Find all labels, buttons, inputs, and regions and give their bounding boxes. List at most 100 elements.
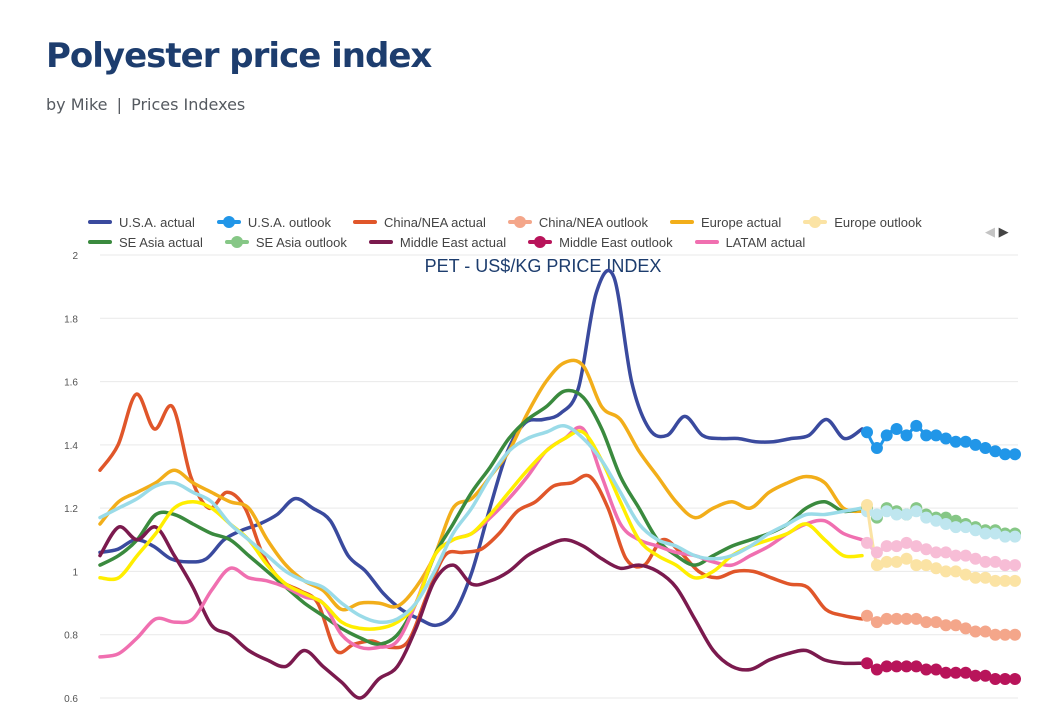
data-point bbox=[939, 619, 952, 632]
data-point bbox=[910, 612, 923, 625]
data-point bbox=[979, 555, 992, 568]
data-point bbox=[910, 540, 923, 553]
legend-item[interactable]: SE Asia actual bbox=[88, 235, 203, 250]
author-name[interactable]: by Mike bbox=[46, 95, 108, 114]
data-point bbox=[1009, 673, 1021, 685]
data-point bbox=[880, 540, 893, 553]
data-point bbox=[861, 499, 873, 511]
data-point bbox=[1009, 628, 1021, 641]
data-point bbox=[910, 559, 923, 572]
legend-item[interactable]: China/NEA outlook bbox=[507, 214, 649, 230]
data-point bbox=[870, 508, 883, 521]
data-point bbox=[959, 666, 972, 679]
data-point bbox=[989, 555, 1002, 568]
data-point bbox=[1009, 530, 1021, 543]
data-point bbox=[949, 666, 962, 679]
legend-label: China/NEA outlook bbox=[538, 214, 649, 230]
data-point bbox=[979, 442, 992, 454]
data-point bbox=[979, 669, 992, 682]
legend-item[interactable]: China/NEA actual bbox=[352, 214, 486, 230]
y-tick-label: 2 bbox=[72, 251, 78, 262]
legend-item[interactable]: U.S.A. actual bbox=[88, 215, 195, 230]
legend-item[interactable]: LATAM actual bbox=[694, 235, 805, 250]
data-point bbox=[880, 612, 893, 625]
data-point bbox=[890, 508, 903, 521]
data-point bbox=[861, 536, 873, 549]
legend-item[interactable]: Middle East actual bbox=[368, 235, 506, 250]
legend-item[interactable]: Middle East outlook bbox=[528, 234, 673, 250]
byline-separator: | bbox=[116, 95, 122, 114]
data-point bbox=[989, 628, 1002, 641]
data-point bbox=[969, 571, 982, 584]
data-point bbox=[939, 518, 952, 530]
legend-swatch bbox=[88, 216, 112, 228]
legend-label: Middle East outlook bbox=[559, 234, 673, 250]
category-link[interactable]: Prices Indexes bbox=[131, 95, 246, 114]
series-line bbox=[98, 388, 864, 646]
legend-swatch bbox=[216, 216, 241, 228]
data-point bbox=[870, 546, 883, 559]
series-line bbox=[98, 358, 864, 612]
data-point bbox=[989, 445, 1002, 458]
triangle-left-icon[interactable]: ◀ bbox=[985, 224, 995, 239]
data-point bbox=[910, 660, 923, 673]
legend-label: China/NEA actual bbox=[383, 214, 486, 230]
series-line bbox=[98, 429, 864, 631]
data-point bbox=[900, 536, 913, 549]
data-point bbox=[900, 612, 913, 625]
data-point bbox=[880, 555, 893, 568]
data-point bbox=[979, 571, 992, 584]
data-point bbox=[930, 663, 943, 676]
series-line bbox=[98, 525, 864, 700]
data-point bbox=[870, 663, 883, 676]
data-point bbox=[949, 565, 962, 578]
legend-pager: ◀ ▶ bbox=[985, 224, 1009, 240]
data-point bbox=[959, 622, 972, 635]
legend-swatch bbox=[528, 236, 553, 248]
legend-item[interactable]: SE Asia outlook bbox=[224, 234, 347, 250]
data-point bbox=[989, 673, 1002, 685]
data-point bbox=[920, 429, 933, 442]
y-tick-label: 1 bbox=[72, 567, 78, 578]
data-point bbox=[880, 429, 893, 442]
data-point bbox=[900, 660, 913, 673]
data-point bbox=[949, 521, 962, 534]
chart-title: PET - US$/KG PRICE INDEX bbox=[425, 256, 662, 276]
data-point bbox=[979, 527, 992, 540]
data-point bbox=[930, 514, 943, 527]
data-point bbox=[890, 423, 903, 435]
legend-row: U.S.A. actual U.S.A. outlook China/NEA act… bbox=[88, 212, 988, 232]
data-point bbox=[870, 616, 883, 629]
data-point bbox=[920, 663, 933, 676]
data-point bbox=[890, 660, 903, 673]
data-point bbox=[1009, 448, 1021, 461]
data-point bbox=[880, 505, 893, 518]
legend-label: SE Asia outlook bbox=[255, 234, 347, 250]
data-point bbox=[930, 562, 943, 575]
data-point bbox=[969, 625, 982, 638]
legend-label: U.S.A. outlook bbox=[247, 214, 331, 230]
data-point bbox=[989, 574, 1002, 587]
data-point bbox=[930, 546, 943, 559]
data-point bbox=[920, 616, 933, 629]
data-point bbox=[959, 521, 972, 534]
legend-swatch bbox=[507, 216, 532, 228]
y-tick-label: 1.4 bbox=[64, 441, 78, 452]
page-title: Polyester price index bbox=[46, 36, 432, 76]
triangle-right-icon[interactable]: ▶ bbox=[998, 224, 1009, 239]
legend-label: U.S.A. actual bbox=[119, 214, 195, 230]
data-point bbox=[999, 559, 1012, 572]
data-point bbox=[979, 625, 992, 638]
data-point bbox=[920, 559, 933, 572]
data-point bbox=[989, 527, 1002, 540]
data-point bbox=[949, 619, 962, 632]
data-point bbox=[890, 612, 903, 625]
legend-item[interactable]: Europe outlook bbox=[803, 215, 922, 230]
legend-item[interactable]: U.S.A. outlook bbox=[216, 214, 331, 230]
legend-item[interactable]: Europe actual bbox=[670, 215, 781, 230]
data-point bbox=[920, 543, 933, 556]
data-point bbox=[969, 552, 982, 565]
data-point bbox=[939, 565, 952, 578]
data-point bbox=[939, 546, 952, 559]
data-point bbox=[999, 448, 1012, 461]
